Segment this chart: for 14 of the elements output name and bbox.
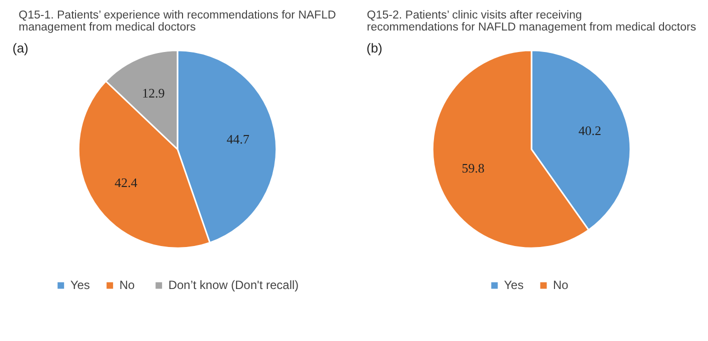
legend-label: No xyxy=(553,278,570,292)
data-label: 42.4 xyxy=(114,174,138,190)
data-label: 12.9 xyxy=(142,85,165,100)
legend-label: Yes xyxy=(504,278,524,292)
legend-label: Yes xyxy=(70,278,90,292)
chart-title: Q15-2. Patients’ clinic visits after receiving recommendations for NAFLD management from medical doctors xyxy=(366,10,696,34)
data-label: 40.2 xyxy=(578,123,602,138)
text: (b) xyxy=(366,40,382,56)
data-label: 59.8 xyxy=(462,160,484,176)
legend-label: Don’t know (Don't recall) xyxy=(168,278,299,292)
legend-label: No xyxy=(119,278,136,292)
chart-title: Q15-1. Patients’ experience with recommendations for NAFLD management from medical doctors xyxy=(18,10,336,34)
data-label: 44.7 xyxy=(226,132,250,147)
text: (a) xyxy=(12,40,28,56)
